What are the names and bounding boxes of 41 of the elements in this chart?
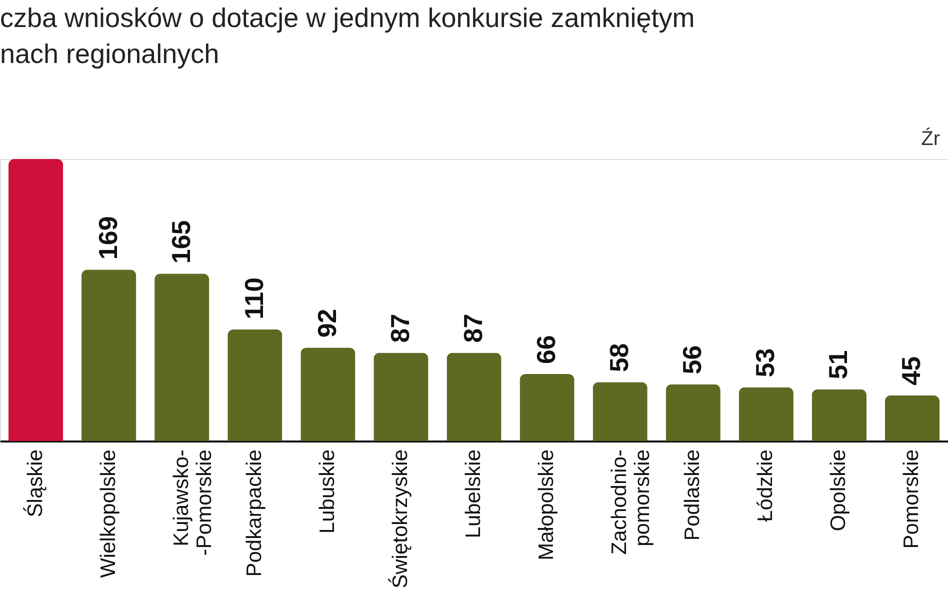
x-tick-label: Małopolskie: [535, 450, 558, 560]
x-tick-label: Śląskie: [22, 450, 47, 518]
data-label: 53: [750, 348, 780, 378]
data-label: 87: [458, 314, 488, 343]
data-label: 110: [238, 277, 269, 320]
x-tick-label: Pomorskie: [900, 450, 924, 549]
bar: [8, 159, 64, 441]
data-label: 87: [384, 314, 415, 343]
x-tick-label: Świętokrzyskie: [388, 450, 412, 588]
x-tick-label: Kujawsko- -Pomorskie: [170, 450, 216, 556]
bar: [812, 389, 866, 441]
data-label: 56: [677, 345, 708, 374]
bar: [592, 382, 648, 441]
data-label: 66: [531, 335, 562, 364]
bar: [300, 348, 356, 441]
bar: [520, 374, 574, 441]
bar: [228, 329, 282, 441]
bar: [154, 274, 210, 441]
x-tick-label: Wielkopolskie: [96, 450, 120, 578]
bar: [82, 270, 136, 441]
bar: [374, 352, 428, 441]
text: czba wniosków o dotacje w jednym konkursie zamkniętym: [0, 3, 695, 33]
bar: [738, 387, 794, 441]
bar: [884, 395, 940, 441]
x-tick-label: Lubuskie: [316, 450, 339, 534]
bar: [666, 384, 720, 441]
x-tick-label: Podlaskie: [681, 450, 704, 541]
data-label: 165: [166, 220, 196, 264]
data-label: 169: [92, 216, 123, 260]
data-label: 51: [823, 350, 854, 380]
text: nach regionalnych: [0, 39, 220, 69]
x-tick-label: Podkarpackie: [242, 450, 266, 577]
x-tick-label: Zachodnio- pomorskie: [608, 449, 654, 555]
text: Źr: [921, 127, 940, 150]
data-label: 58: [604, 343, 634, 372]
x-tick-label: Łódzkie: [754, 450, 778, 522]
data-label: 45: [896, 356, 926, 386]
x-tick-label: Opolskie: [827, 450, 850, 532]
data-label: 92: [312, 308, 342, 338]
bar: [446, 352, 502, 441]
x-tick-label: Lubelskie: [462, 450, 485, 538]
